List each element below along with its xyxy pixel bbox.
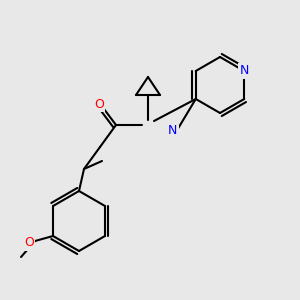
- Text: O: O: [94, 98, 104, 110]
- Text: N: N: [168, 124, 177, 137]
- Text: O: O: [24, 236, 34, 250]
- Text: N: N: [240, 64, 249, 77]
